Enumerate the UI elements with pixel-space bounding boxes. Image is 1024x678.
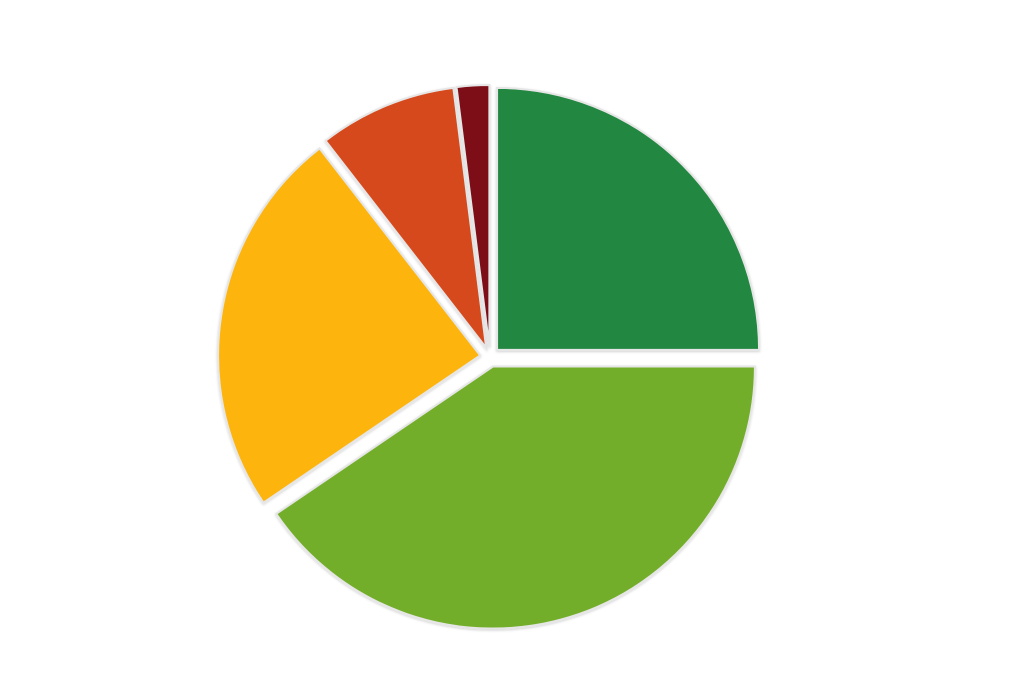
pie-slice-1 bbox=[496, 86, 761, 351]
pie-slices-group bbox=[217, 84, 761, 630]
pie-slice-2 bbox=[274, 365, 756, 630]
pie-slice-4 bbox=[324, 86, 488, 352]
pie-slice-3 bbox=[217, 147, 482, 505]
pie-slice-5 bbox=[455, 84, 491, 348]
